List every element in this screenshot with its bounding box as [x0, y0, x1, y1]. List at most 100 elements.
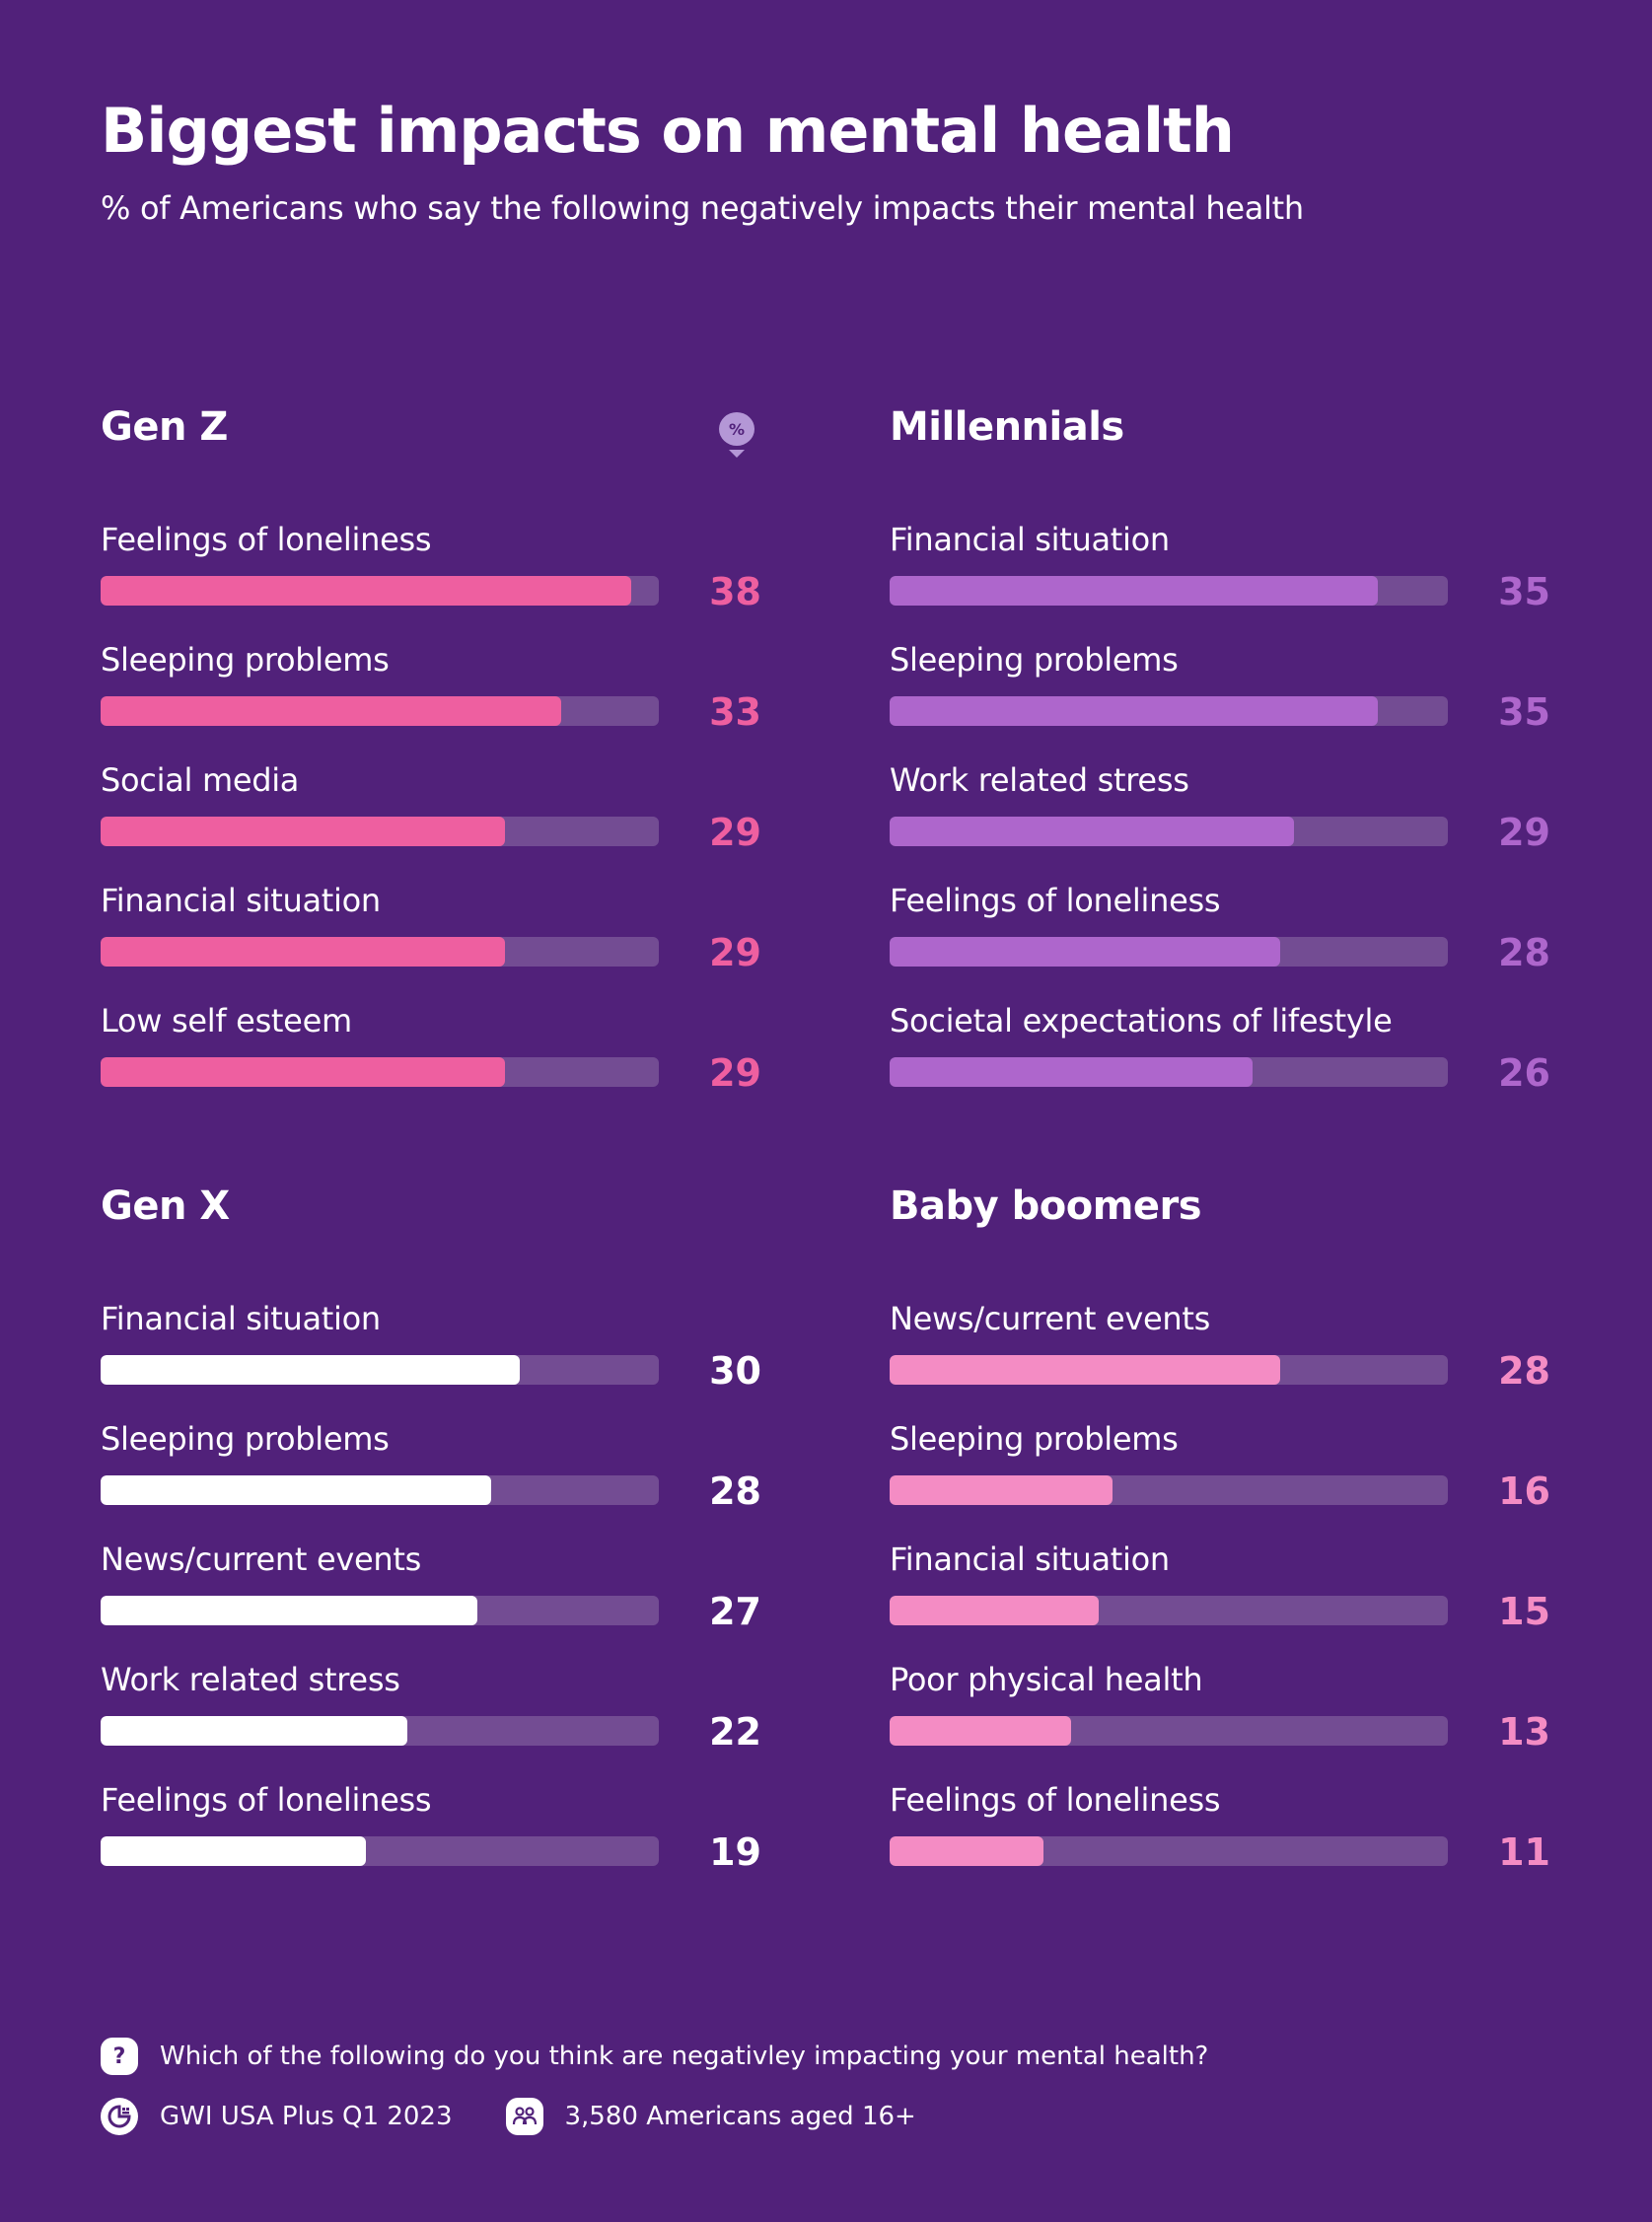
bar-label: Feelings of loneliness	[890, 1781, 1221, 1819]
bar-label: Financial situation	[890, 1541, 1170, 1578]
people-icon	[505, 2098, 543, 2135]
bar-track	[101, 576, 659, 606]
bar-label: News/current events	[890, 1300, 1210, 1337]
bar-value: 29	[709, 931, 761, 974]
bar-row: News/current events 27	[101, 1541, 761, 1649]
bar-track	[890, 1596, 1448, 1625]
bar-row: Financial situation 35	[890, 521, 1550, 629]
bar-row: Poor physical health 13	[890, 1661, 1550, 1769]
bar-track	[101, 817, 659, 846]
page-subtitle: % of Americans who say the following neg…	[101, 189, 1304, 227]
bar-label: Sleeping problems	[890, 641, 1179, 679]
source-row: GWI USA Plus Q1 2023 3,580 Americans age…	[101, 2098, 970, 2135]
bar-fill	[890, 1475, 1113, 1505]
bar-row: Financial situation 15	[890, 1541, 1550, 1649]
percent-marker-icon: %	[719, 412, 754, 458]
bar-value: 29	[709, 811, 761, 854]
bar-fill	[101, 817, 506, 846]
bar-row: News/current events 28	[890, 1300, 1550, 1408]
bar-fill	[101, 1836, 366, 1866]
bar-fill	[101, 1716, 408, 1746]
page-title: Biggest impacts on mental health	[101, 95, 1235, 167]
question-text: Which of the following do you think are …	[160, 2042, 1209, 2071]
bar-value: 33	[709, 690, 761, 734]
panel-title: Millennials	[890, 404, 1124, 450]
sample-size: 3,580 Americans aged 16+	[505, 2098, 916, 2135]
bar-label: Social media	[101, 761, 300, 799]
bar-label: News/current events	[101, 1541, 421, 1578]
bar-row: Feelings of loneliness 38	[101, 521, 761, 629]
bar-track	[890, 1475, 1448, 1505]
bar-track	[890, 576, 1448, 606]
bar-value: 29	[709, 1051, 761, 1095]
bar-row: Work related stress 29	[890, 761, 1550, 870]
bar-row: Sleeping problems 16	[890, 1420, 1550, 1529]
bar-label: Sleeping problems	[890, 1420, 1179, 1458]
bar-fill	[101, 1057, 506, 1087]
bar-fill	[890, 1057, 1253, 1087]
panel-title: Gen X	[101, 1183, 230, 1229]
bar-fill	[101, 937, 506, 967]
bar-value: 19	[709, 1830, 761, 1874]
bar-label: Work related stress	[101, 1661, 400, 1698]
bar-track	[890, 1836, 1448, 1866]
bar-value: 29	[1498, 811, 1550, 854]
bar-label: Sleeping problems	[101, 1420, 390, 1458]
bar-track	[890, 817, 1448, 846]
sample-text: 3,580 Americans aged 16+	[564, 2102, 916, 2131]
bar-track	[101, 1836, 659, 1866]
panel-gen-x: Gen X Financial situation 30 Sleeping prob…	[101, 1183, 761, 1874]
bar-track	[101, 1355, 659, 1385]
bar-value: 26	[1498, 1051, 1550, 1095]
bar-value: 15	[1498, 1590, 1550, 1633]
bar-track	[101, 1057, 659, 1087]
bar-track	[101, 1596, 659, 1625]
survey-question: ? Which of the following do you think ar…	[101, 2038, 1208, 2075]
bar-value: 30	[709, 1349, 761, 1393]
bar-value: 38	[709, 570, 761, 613]
bar-row: Sleeping problems 35	[890, 641, 1550, 750]
bar-track	[890, 1057, 1448, 1087]
source: GWI USA Plus Q1 2023	[101, 2098, 453, 2135]
bar-row: Feelings of loneliness 11	[890, 1781, 1550, 1890]
panel-gen-z: Gen Z % Feelings of loneliness 38 Sleeping…	[101, 404, 761, 1095]
bar-fill	[101, 1355, 520, 1385]
question-icon: ?	[101, 2038, 138, 2075]
bar-label: Low self esteem	[101, 1002, 352, 1039]
bar-fill	[890, 576, 1379, 606]
bar-track	[890, 1716, 1448, 1746]
bar-label: Feelings of loneliness	[101, 521, 432, 558]
bar-track	[101, 1716, 659, 1746]
bar-value: 22	[709, 1710, 761, 1754]
bar-value: 13	[1498, 1710, 1550, 1754]
bar-track	[101, 696, 659, 726]
bar-fill	[890, 696, 1379, 726]
bar-fill	[101, 1596, 478, 1625]
bar-label: Feelings of loneliness	[890, 882, 1221, 919]
bar-label: Societal expectations of lifestyle	[890, 1002, 1393, 1039]
bar-row: Low self esteem 29	[101, 1002, 761, 1111]
bar-fill	[101, 696, 561, 726]
bar-fill	[890, 1596, 1100, 1625]
bar-row: Financial situation 30	[101, 1300, 761, 1408]
bar-track	[101, 1475, 659, 1505]
bar-value: 28	[709, 1469, 761, 1513]
bar-fill	[890, 937, 1281, 967]
bar-label: Financial situation	[101, 882, 381, 919]
bar-value: 35	[1498, 690, 1550, 734]
bar-fill	[101, 1475, 492, 1505]
bar-track	[101, 937, 659, 967]
bar-label: Sleeping problems	[101, 641, 390, 679]
bar-fill	[890, 1355, 1281, 1385]
bar-label: Poor physical health	[890, 1661, 1203, 1698]
bar-value: 27	[709, 1590, 761, 1633]
svg-text:%: %	[729, 420, 745, 439]
bar-row: Social media 29	[101, 761, 761, 870]
bar-row: Work related stress 22	[101, 1661, 761, 1769]
bar-fill	[890, 817, 1295, 846]
bar-value: 35	[1498, 570, 1550, 613]
panel-title: Gen Z	[101, 404, 228, 450]
bar-row: Feelings of loneliness 19	[101, 1781, 761, 1890]
bar-fill	[890, 1836, 1043, 1866]
bar-fill	[101, 576, 631, 606]
